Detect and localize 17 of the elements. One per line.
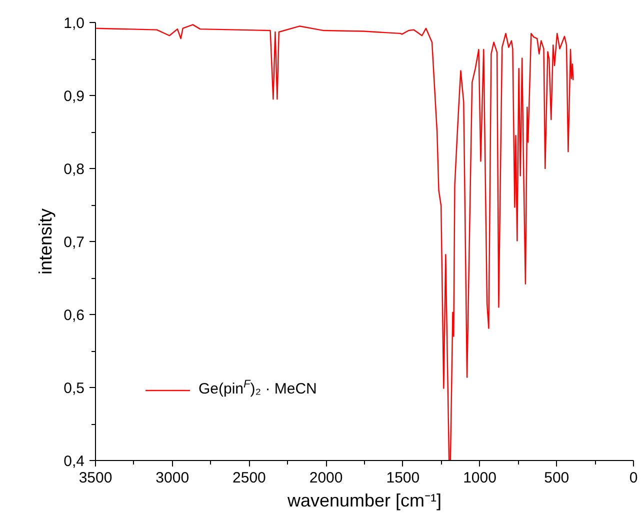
y-tick-label: 0,6 [64,307,85,324]
y-tick-label: 0,7 [64,234,85,251]
x-tick-label: 1000 [463,470,496,486]
x-tick-label: 3000 [156,470,190,486]
x-tick-label: 2000 [309,470,343,486]
y-tick-label: 0,4 [64,453,85,470]
x-tick-label: 2500 [232,470,266,486]
x-tick-label: 500 [544,470,570,486]
y-tick-label: 0,9 [64,88,85,105]
x-tick-label: 3500 [78,470,112,486]
y-axis-title: intensity [36,208,56,275]
x-axis-title: wavenumber [cm⁻¹] [286,490,442,510]
y-tick-label: 0,8 [64,161,85,178]
y-tick-label: 1,0 [64,15,85,32]
y-tick-label: 0,5 [64,380,85,397]
x-tick-label: 1500 [386,470,420,486]
x-tick-label: 0 [629,470,638,486]
